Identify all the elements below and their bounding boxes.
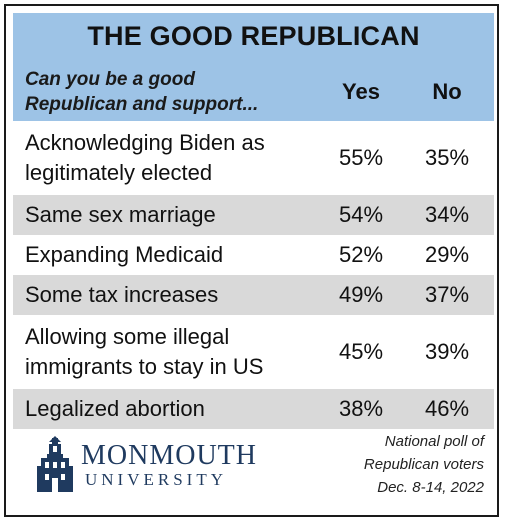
row-label-line: Same sex marriage [25,202,216,227]
table-row: Legalized abortion 38% 46% [13,389,494,429]
table-row: Acknowledging Biden as legitimately elect… [13,121,494,195]
no-value: 29% [424,242,470,267]
row-label: Same sex marriage [25,200,325,230]
table-row: Expanding Medicaid 52% 29% [13,235,494,275]
row-label-line: Some tax increases [25,282,219,307]
yes-value: 49% [338,282,384,307]
row-label: Allowing some illegal immigrants to stay … [25,322,325,382]
note-line: Republican voters [363,456,484,473]
yes-value: 54% [338,202,384,227]
yes-value: 55% [338,145,384,170]
logo-subtitle: UNIVERSITY [85,470,227,489]
row-label-line: Legalized abortion [25,396,205,421]
column-header-no: No [432,79,462,104]
yes-value: 45% [338,339,384,364]
row-label: Acknowledging Biden as legitimately elect… [25,128,325,188]
no-value: 34% [424,202,470,227]
table-body: Acknowledging Biden as legitimately elect… [13,121,494,429]
row-label-line: Allowing some illegal [25,324,230,349]
chart-title: THE GOOD REPUBLICAN [87,21,420,51]
monmouth-logo: MONMOUTH UNIVERSITY [35,436,256,496]
row-label-line: immigrants to stay in US [25,354,264,379]
row-label: Legalized abortion [25,394,325,424]
no-value: 39% [424,339,470,364]
table-row: Same sex marriage 54% 34% [13,195,494,235]
note-line: National poll of [384,433,484,450]
table-header: THE GOOD REPUBLICAN Can you be a good Re… [13,13,494,121]
yes-value: 52% [338,242,384,267]
yes-value: 38% [338,396,384,421]
row-label-line: Acknowledging Biden as [25,130,265,155]
no-value: 37% [424,282,470,307]
column-header-yes: Yes [342,79,380,104]
row-label-line: Expanding Medicaid [25,242,224,267]
note-line: Dec. 8-14, 2022 [377,479,484,496]
no-value: 35% [424,145,470,170]
question-line: Republican and support... [25,94,259,115]
row-label: Some tax increases [25,280,325,310]
row-label-line: legitimately elected [25,160,213,185]
question-text: Can you be a good Republican and support… [25,67,305,117]
no-value: 46% [424,396,470,421]
poll-source-note: National poll of Republican voters Dec. … [284,430,484,499]
logo-name: MONMOUTH [81,440,257,471]
table-row: Allowing some illegal immigrants to stay … [13,315,494,389]
university-tower-icon [37,436,73,492]
footer: MONMOUTH UNIVERSITY National poll of Rep… [13,418,494,512]
table-row: Some tax increases 49% 37% [13,275,494,315]
question-line: Can you be a good [25,69,195,90]
row-label: Expanding Medicaid [25,240,325,270]
